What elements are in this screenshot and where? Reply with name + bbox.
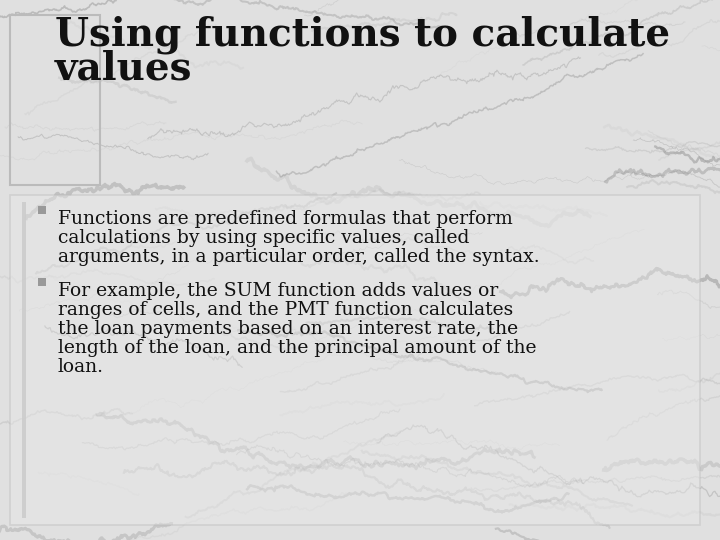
Text: the loan payments based on an interest rate, the: the loan payments based on an interest r… (58, 320, 518, 338)
Bar (38, 278, 46, 286)
Text: length of the loan, and the principal amount of the: length of the loan, and the principal am… (58, 339, 536, 357)
Text: Functions are predefined formulas that perform: Functions are predefined formulas that p… (58, 210, 513, 228)
Text: loan.: loan. (58, 358, 104, 376)
Text: arguments, in a particular order, called the syntax.: arguments, in a particular order, called… (58, 248, 539, 266)
Text: ranges of cells, and the PMT function calculates: ranges of cells, and the PMT function ca… (58, 301, 513, 319)
Bar (22, 202, 26, 518)
Text: values: values (55, 50, 192, 88)
Text: calculations by using specific values, called: calculations by using specific values, c… (58, 229, 469, 247)
Bar (10, 195, 700, 525)
Text: Using functions to calculate: Using functions to calculate (55, 15, 670, 53)
Bar (38, 206, 46, 214)
Text: For example, the SUM function adds values or: For example, the SUM function adds value… (58, 282, 498, 300)
